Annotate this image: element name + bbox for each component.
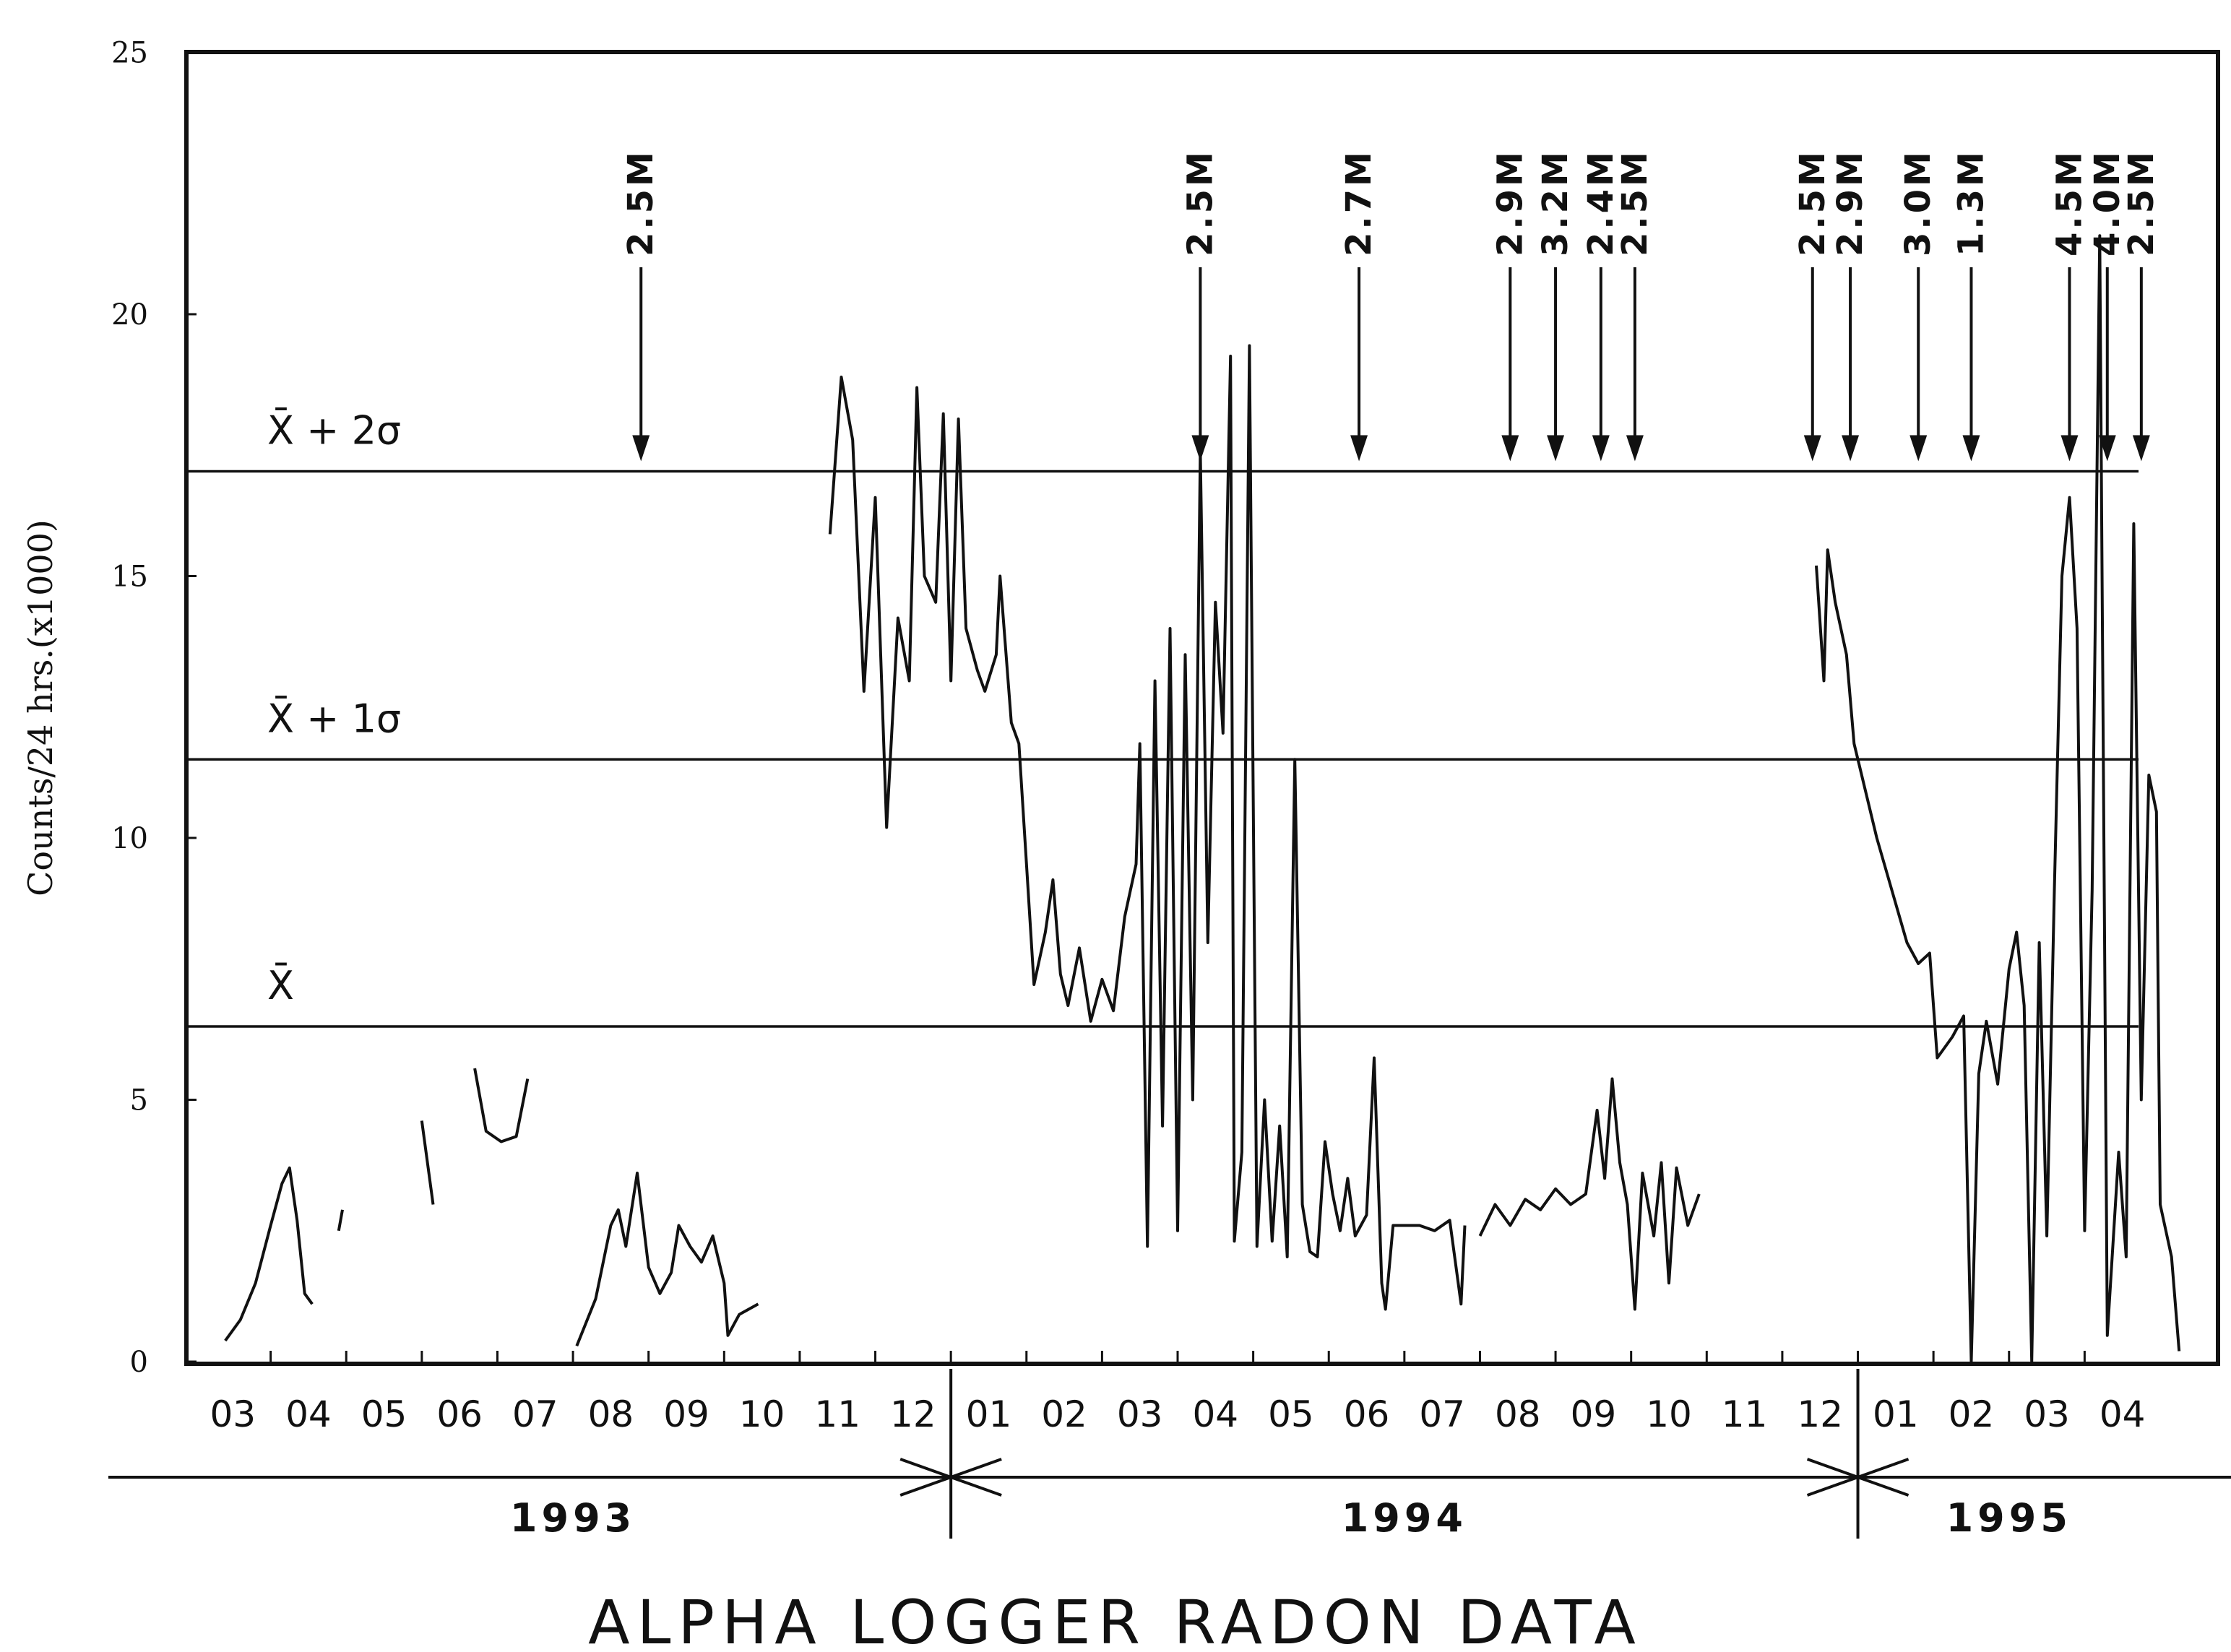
event-marker-9: 3.0M [1898, 149, 1938, 462]
y-tick-label-2: 10 [111, 822, 148, 855]
event-label-4: 3.2M [1535, 149, 1576, 256]
series-segment-0-5 [828, 344, 1467, 1311]
radon-series [224, 234, 2181, 1363]
event-label-1: 2.5M [1180, 149, 1220, 256]
y-tick-label-0: 0 [130, 1346, 148, 1379]
event-label-2: 2.7M [1339, 149, 1379, 256]
series-segment-0-3 [473, 1068, 530, 1143]
month-label-0: 03 [210, 1393, 256, 1435]
earthquake-events: 2.5M 2.5M 2.7M 2.9M 3.2M 2.4M2.5M 2.5M2.9M 3.0M… [621, 149, 2162, 462]
reference-label-1: X̄ + 1σ [267, 696, 401, 741]
y-tick-label-4: 20 [111, 298, 148, 332]
month-label-22: 01 [1873, 1393, 1919, 1435]
reference-lines: X̄ + 2σ X̄ + 1σ X̄ [186, 408, 2139, 1028]
event-label-3: 2.9M [1490, 149, 1530, 256]
series-segment-0-1 [337, 1209, 344, 1232]
series-segment-0-4 [575, 1172, 759, 1347]
year-label-1: 1994 [1342, 1495, 1467, 1541]
month-label-1: 04 [285, 1393, 332, 1435]
event-label-6: 2.5M [1615, 149, 1655, 256]
series-segment-0-7 [1815, 234, 2181, 1363]
month-label-19: 10 [1646, 1393, 1692, 1435]
event-marker-12: 4.0M [2087, 149, 2128, 462]
event-label-11: 4.5M [2049, 149, 2089, 256]
event-label-9: 3.0M [1898, 149, 1938, 256]
y-tick-label-3: 15 [111, 561, 148, 594]
month-label-3: 06 [436, 1393, 483, 1435]
month-label-4: 07 [512, 1393, 558, 1435]
event-label-0: 2.5M [621, 149, 661, 256]
event-label-7: 2.5M [1792, 149, 1833, 256]
event-marker-7: 2.5M [1792, 149, 1833, 462]
event-label-12: 4.0M [2087, 149, 2128, 256]
series-segment-0-0 [224, 1166, 314, 1342]
month-label-20: 11 [1722, 1393, 1768, 1435]
month-label-5: 08 [588, 1393, 634, 1435]
month-label-16: 07 [1419, 1393, 1465, 1435]
event-label-10: 1.3M [1951, 149, 1991, 256]
event-marker-6: 2.5M [1615, 149, 1655, 462]
month-label-11: 02 [1041, 1393, 1087, 1435]
event-marker-8: 2.9M [1830, 149, 1870, 462]
month-label-13: 04 [1192, 1393, 1238, 1435]
event-marker-4: 3.2M [1535, 149, 1576, 462]
month-label-25: 04 [2100, 1393, 2146, 1435]
month-label-6: 09 [663, 1393, 709, 1435]
event-marker-0: 2.5M [621, 149, 661, 462]
event-marker-10: 1.3M [1951, 149, 1991, 462]
x-axis: 03 04 05 06 07 08 09 10 11 12 01 02 03 04 05 06 07 08 09 10… [210, 1351, 2146, 1435]
month-label-15: 06 [1344, 1393, 1390, 1435]
month-label-14: 05 [1268, 1393, 1314, 1435]
month-label-10: 01 [966, 1393, 1012, 1435]
event-marker-1: 2.5M [1180, 149, 1220, 462]
y-axis: 0 5 10 15 20 25 [111, 37, 197, 1379]
y-tick-label-5: 25 [111, 37, 148, 70]
year-divider-arrows-2 [1806, 1458, 1909, 1497]
plot-frame [184, 50, 2220, 1366]
year-label-0: 1993 [510, 1495, 636, 1541]
month-label-8: 11 [814, 1393, 860, 1435]
month-label-21: 12 [1797, 1393, 1843, 1435]
event-marker-13: 2.5M [2121, 149, 2162, 462]
event-marker-5: 2.4M [1581, 149, 1621, 462]
event-label-8: 2.9M [1830, 149, 1870, 256]
month-label-2: 05 [361, 1393, 407, 1435]
event-marker-3: 2.9M [1490, 149, 1530, 462]
month-label-23: 02 [1949, 1393, 1995, 1435]
year-axis: 1993 1994 1995 [108, 1369, 2231, 1541]
y-axis-label: Counts/24 hrs.(x1000) [21, 519, 60, 896]
month-label-18: 09 [1571, 1393, 1617, 1435]
event-label-5: 2.4M [1581, 149, 1621, 256]
month-label-17: 08 [1495, 1393, 1541, 1435]
series-segment-0-6 [1478, 1077, 1701, 1311]
month-label-12: 03 [1117, 1393, 1163, 1435]
reference-label-2: X̄ [267, 963, 294, 1008]
month-label-9: 12 [890, 1393, 936, 1435]
event-label-13: 2.5M [2121, 149, 2162, 256]
reference-label-0: X̄ + 2σ [267, 408, 401, 454]
event-marker-11: 4.5M [2049, 149, 2089, 462]
year-label-2: 1995 [1946, 1495, 2072, 1541]
series-segment-0-2 [420, 1120, 435, 1205]
month-label-24: 03 [2024, 1393, 2070, 1435]
chart-title: ALPHA LOGGER RADON DATA [588, 1587, 1643, 1652]
year-divider-arrows-1 [899, 1458, 1002, 1497]
event-marker-2: 2.7M [1339, 149, 1379, 462]
y-tick-label-1: 5 [130, 1084, 148, 1117]
month-label-7: 10 [739, 1393, 785, 1435]
